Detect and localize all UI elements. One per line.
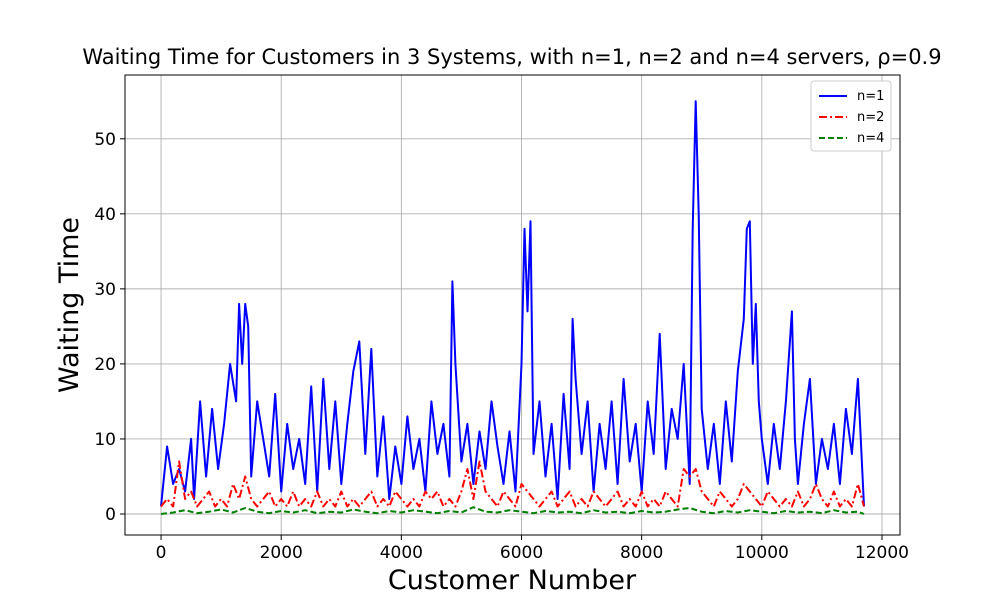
series-line-n-1 xyxy=(160,100,865,507)
chart-title: Waiting Time for Customers in 3 Systems,… xyxy=(82,45,941,69)
y-axis-label: Waiting Time xyxy=(54,217,85,393)
y-tick-label: 50 xyxy=(94,130,116,150)
x-axis-label: Customer Number xyxy=(388,565,637,596)
plot-frame xyxy=(124,74,901,536)
legend-label: n=2 xyxy=(857,110,884,125)
legend-label: n=4 xyxy=(857,131,884,146)
legend-box xyxy=(810,80,892,152)
x-tick-label: 0 xyxy=(156,543,167,563)
series-lines xyxy=(160,100,865,515)
series-line-n-2 xyxy=(160,460,865,508)
axis-ticks: 0 2000 4000 6000 8000 10000 12000 0 10 20 30 40 50 xyxy=(94,130,909,563)
x-tick-label: 10000 xyxy=(735,543,789,563)
x-tick-label: 4000 xyxy=(380,543,423,563)
series-line-n-4 xyxy=(160,506,865,515)
legend: n=1 n=2 n=4 xyxy=(810,80,892,152)
y-tick-label: 30 xyxy=(94,280,116,300)
x-tick-label: 2000 xyxy=(260,543,303,563)
y-tick-label: 40 xyxy=(94,205,116,225)
y-tick-label: 0 xyxy=(105,505,116,525)
x-tick-label: 6000 xyxy=(500,543,543,563)
x-tick-label: 8000 xyxy=(620,543,663,563)
legend-label: n=1 xyxy=(857,89,884,104)
y-tick-label: 10 xyxy=(94,430,116,450)
y-tick-label: 20 xyxy=(94,355,116,375)
x-tick-label: 12000 xyxy=(855,543,909,563)
